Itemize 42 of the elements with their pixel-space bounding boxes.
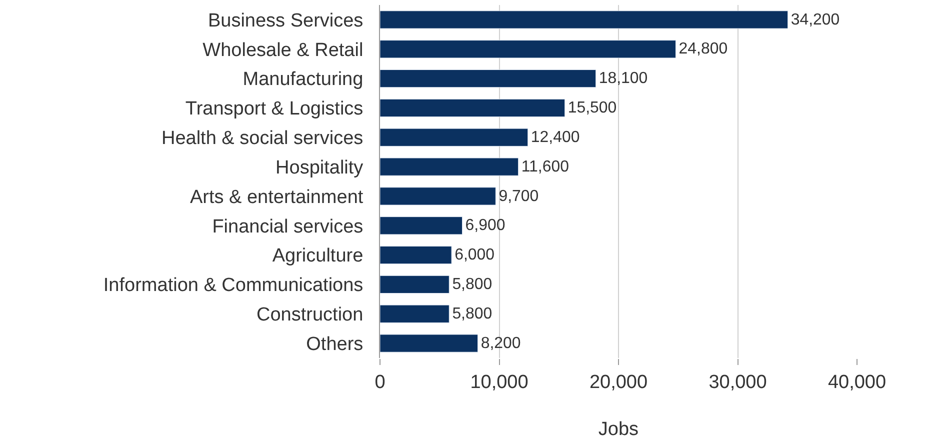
y-tick-label: Financial services <box>212 216 364 238</box>
x-tick-label: 10,000 <box>470 372 528 393</box>
data-label: 24,800 <box>678 40 728 58</box>
y-tick-label: Business Services <box>208 10 364 32</box>
data-label: 5,800 <box>452 276 492 294</box>
bar <box>380 216 463 235</box>
bar <box>380 246 452 264</box>
data-label: 18,100 <box>598 70 648 88</box>
y-tick-label: Wholesale & Retail <box>202 40 364 61</box>
x-tick-label: 30,000 <box>708 372 767 393</box>
bar <box>380 158 519 176</box>
y-tick-label: Agriculture <box>272 246 364 267</box>
bar <box>380 334 478 352</box>
y-tick-label: Construction <box>256 304 364 326</box>
data-label: 8,200 <box>480 334 521 352</box>
y-tick-label: Transport & Logistics <box>185 98 364 120</box>
x-tick-label: 40,000 <box>828 372 886 393</box>
bar <box>380 98 566 118</box>
y-tick-label: Others <box>306 334 364 355</box>
bar <box>380 40 676 58</box>
data-label: 15,500 <box>568 100 617 117</box>
y-tick-label: Hospitality <box>276 157 364 178</box>
bar <box>380 275 450 294</box>
data-label: 12,400 <box>530 129 580 146</box>
bar <box>380 10 788 29</box>
data-label: 6,000 <box>454 246 495 264</box>
data-label: 11,600 <box>521 158 570 176</box>
data-label: 5,800 <box>452 306 492 322</box>
y-tick-label: Arts & entertainment <box>190 186 364 208</box>
bar <box>380 304 450 323</box>
bar <box>380 128 528 146</box>
x-tick-label: 20,000 <box>589 372 648 393</box>
y-tick-label: Manufacturing <box>242 69 364 90</box>
bar <box>380 187 496 206</box>
data-label: 34,200 <box>790 11 840 28</box>
data-label: 9,700 <box>498 188 539 205</box>
data-label: 6,900 <box>465 217 506 234</box>
y-tick-label: Health & social services <box>161 128 364 150</box>
x-tick-label: 0 <box>374 372 386 393</box>
bar <box>380 69 596 88</box>
x-axis-title: Jobs <box>598 419 639 440</box>
y-tick-label: Information & Communications <box>103 275 364 296</box>
